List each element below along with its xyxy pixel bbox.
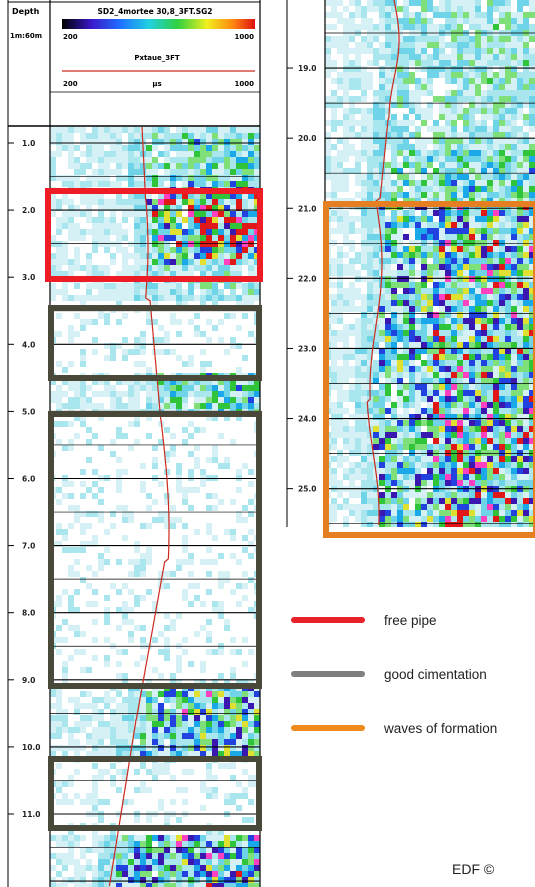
left-depth-label: 2.0 (22, 206, 35, 215)
left-depth-label: 10.0 (22, 743, 41, 752)
left-depth-label: 1.0 (22, 139, 35, 148)
left-log-track (7, 0, 261, 887)
right-depth-label: 21.0 (298, 204, 317, 213)
waveform-scale-max: 1000 (235, 33, 255, 41)
right-depth-label: 19.0 (298, 64, 317, 73)
left-depth-label: 6.0 (22, 475, 35, 484)
good-cimentation-box-3 (48, 756, 262, 831)
waveform-track-name: SD2_4mortee 30,8_3FT.SG2 (97, 7, 212, 16)
legend-item-good-cimentation: good cimentation (291, 667, 487, 682)
right-depth-label: 22.0 (298, 274, 317, 283)
right-transit-time-curve (366, 0, 400, 526)
transit-time-scale-min: 200 (63, 80, 78, 88)
good-cimentation-box-1 (48, 305, 262, 381)
left-depth-label: 11.0 (22, 810, 41, 819)
legend-label-good-cimentation: good cimentation (384, 667, 487, 682)
log-header: Depth 1m:60m SD2_4mortee 30,8_3FT.SG2 20… (8, 1, 260, 127)
edf-copyright: EDF © (452, 861, 495, 877)
waveform-scale-min: 200 (63, 33, 78, 41)
legend: free pipe good cimentation waves of form… (291, 613, 497, 736)
left-depth-label: 4.0 (22, 340, 35, 349)
transit-time-track-name: Pxtaue_3FT (134, 54, 180, 62)
good-cimentation-box-2 (48, 411, 262, 689)
transit-time-unit: µs (152, 80, 161, 88)
right-depth-label: 24.0 (298, 415, 317, 424)
free-pipe-box (45, 188, 263, 282)
right-log-track (286, 0, 535, 527)
left-depth-label: 5.0 (22, 407, 35, 416)
legend-item-free-pipe: free pipe (291, 613, 437, 628)
right-depth-label: 25.0 (298, 485, 317, 494)
legend-item-waves-of-formation: waves of formation (291, 721, 497, 736)
legend-label-waves-of-formation: waves of formation (383, 721, 497, 736)
left-depth-label: 8.0 (22, 609, 35, 618)
left-depth-labels: 1.0 2.0 3.0 4.0 5.0 6.0 7.0 8.0 9.0 10.0 11.0 (8, 139, 41, 819)
left-depth-label: 3.0 (22, 273, 35, 282)
waves-of-formation-box (323, 201, 535, 538)
depth-column-label: Depth (12, 7, 40, 16)
transit-time-scale-max: 1000 (235, 80, 255, 88)
right-waveform-heatmap (325, 0, 535, 527)
legend-label-free-pipe: free pipe (384, 613, 437, 628)
right-depth-gridlines (325, 32, 535, 525)
right-depth-label: 20.0 (298, 134, 317, 143)
depth-scale-label: 1m:60m (10, 32, 42, 40)
left-depth-label: 9.0 (22, 676, 35, 685)
left-depth-label: 7.0 (22, 542, 35, 551)
right-depth-labels: 19.0 20.0 21.0 22.0 23.0 24.0 25.0 (287, 64, 317, 494)
waveform-color-scale-bar (62, 19, 255, 29)
right-depth-label: 23.0 (298, 344, 317, 353)
